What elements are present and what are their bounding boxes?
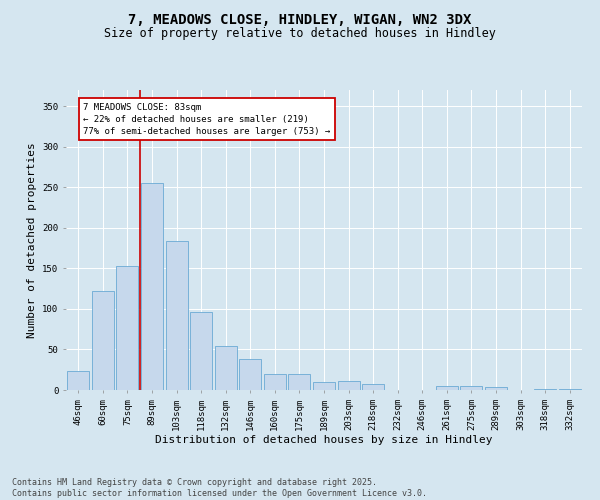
Text: Size of property relative to detached houses in Hindley: Size of property relative to detached ho… (104, 28, 496, 40)
Bar (92, 291, 114, 390)
Bar (460, 386, 482, 390)
Bar (67, 372, 89, 390)
Bar (559, 389, 581, 390)
Bar (534, 389, 556, 390)
Bar (141, 183, 163, 390)
Bar (264, 374, 286, 390)
X-axis label: Distribution of detached houses by size in Hindley: Distribution of detached houses by size … (155, 436, 493, 446)
Bar (166, 241, 188, 390)
Text: 7, MEADOWS CLOSE, HINDLEY, WIGAN, WN2 3DX: 7, MEADOWS CLOSE, HINDLEY, WIGAN, WN2 3D… (128, 12, 472, 26)
Text: Contains HM Land Registry data © Crown copyright and database right 2025.
Contai: Contains HM Land Registry data © Crown c… (12, 478, 427, 498)
Bar (116, 266, 139, 390)
Bar (289, 374, 310, 390)
Bar (215, 346, 237, 390)
Bar (338, 381, 359, 390)
Bar (239, 359, 262, 390)
Y-axis label: Number of detached properties: Number of detached properties (26, 142, 37, 338)
Bar (485, 387, 507, 390)
Bar (190, 312, 212, 390)
Bar (362, 384, 384, 390)
Bar (313, 382, 335, 390)
Bar (436, 386, 458, 390)
Text: 7 MEADOWS CLOSE: 83sqm
← 22% of detached houses are smaller (219)
77% of semi-de: 7 MEADOWS CLOSE: 83sqm ← 22% of detached… (83, 103, 331, 136)
